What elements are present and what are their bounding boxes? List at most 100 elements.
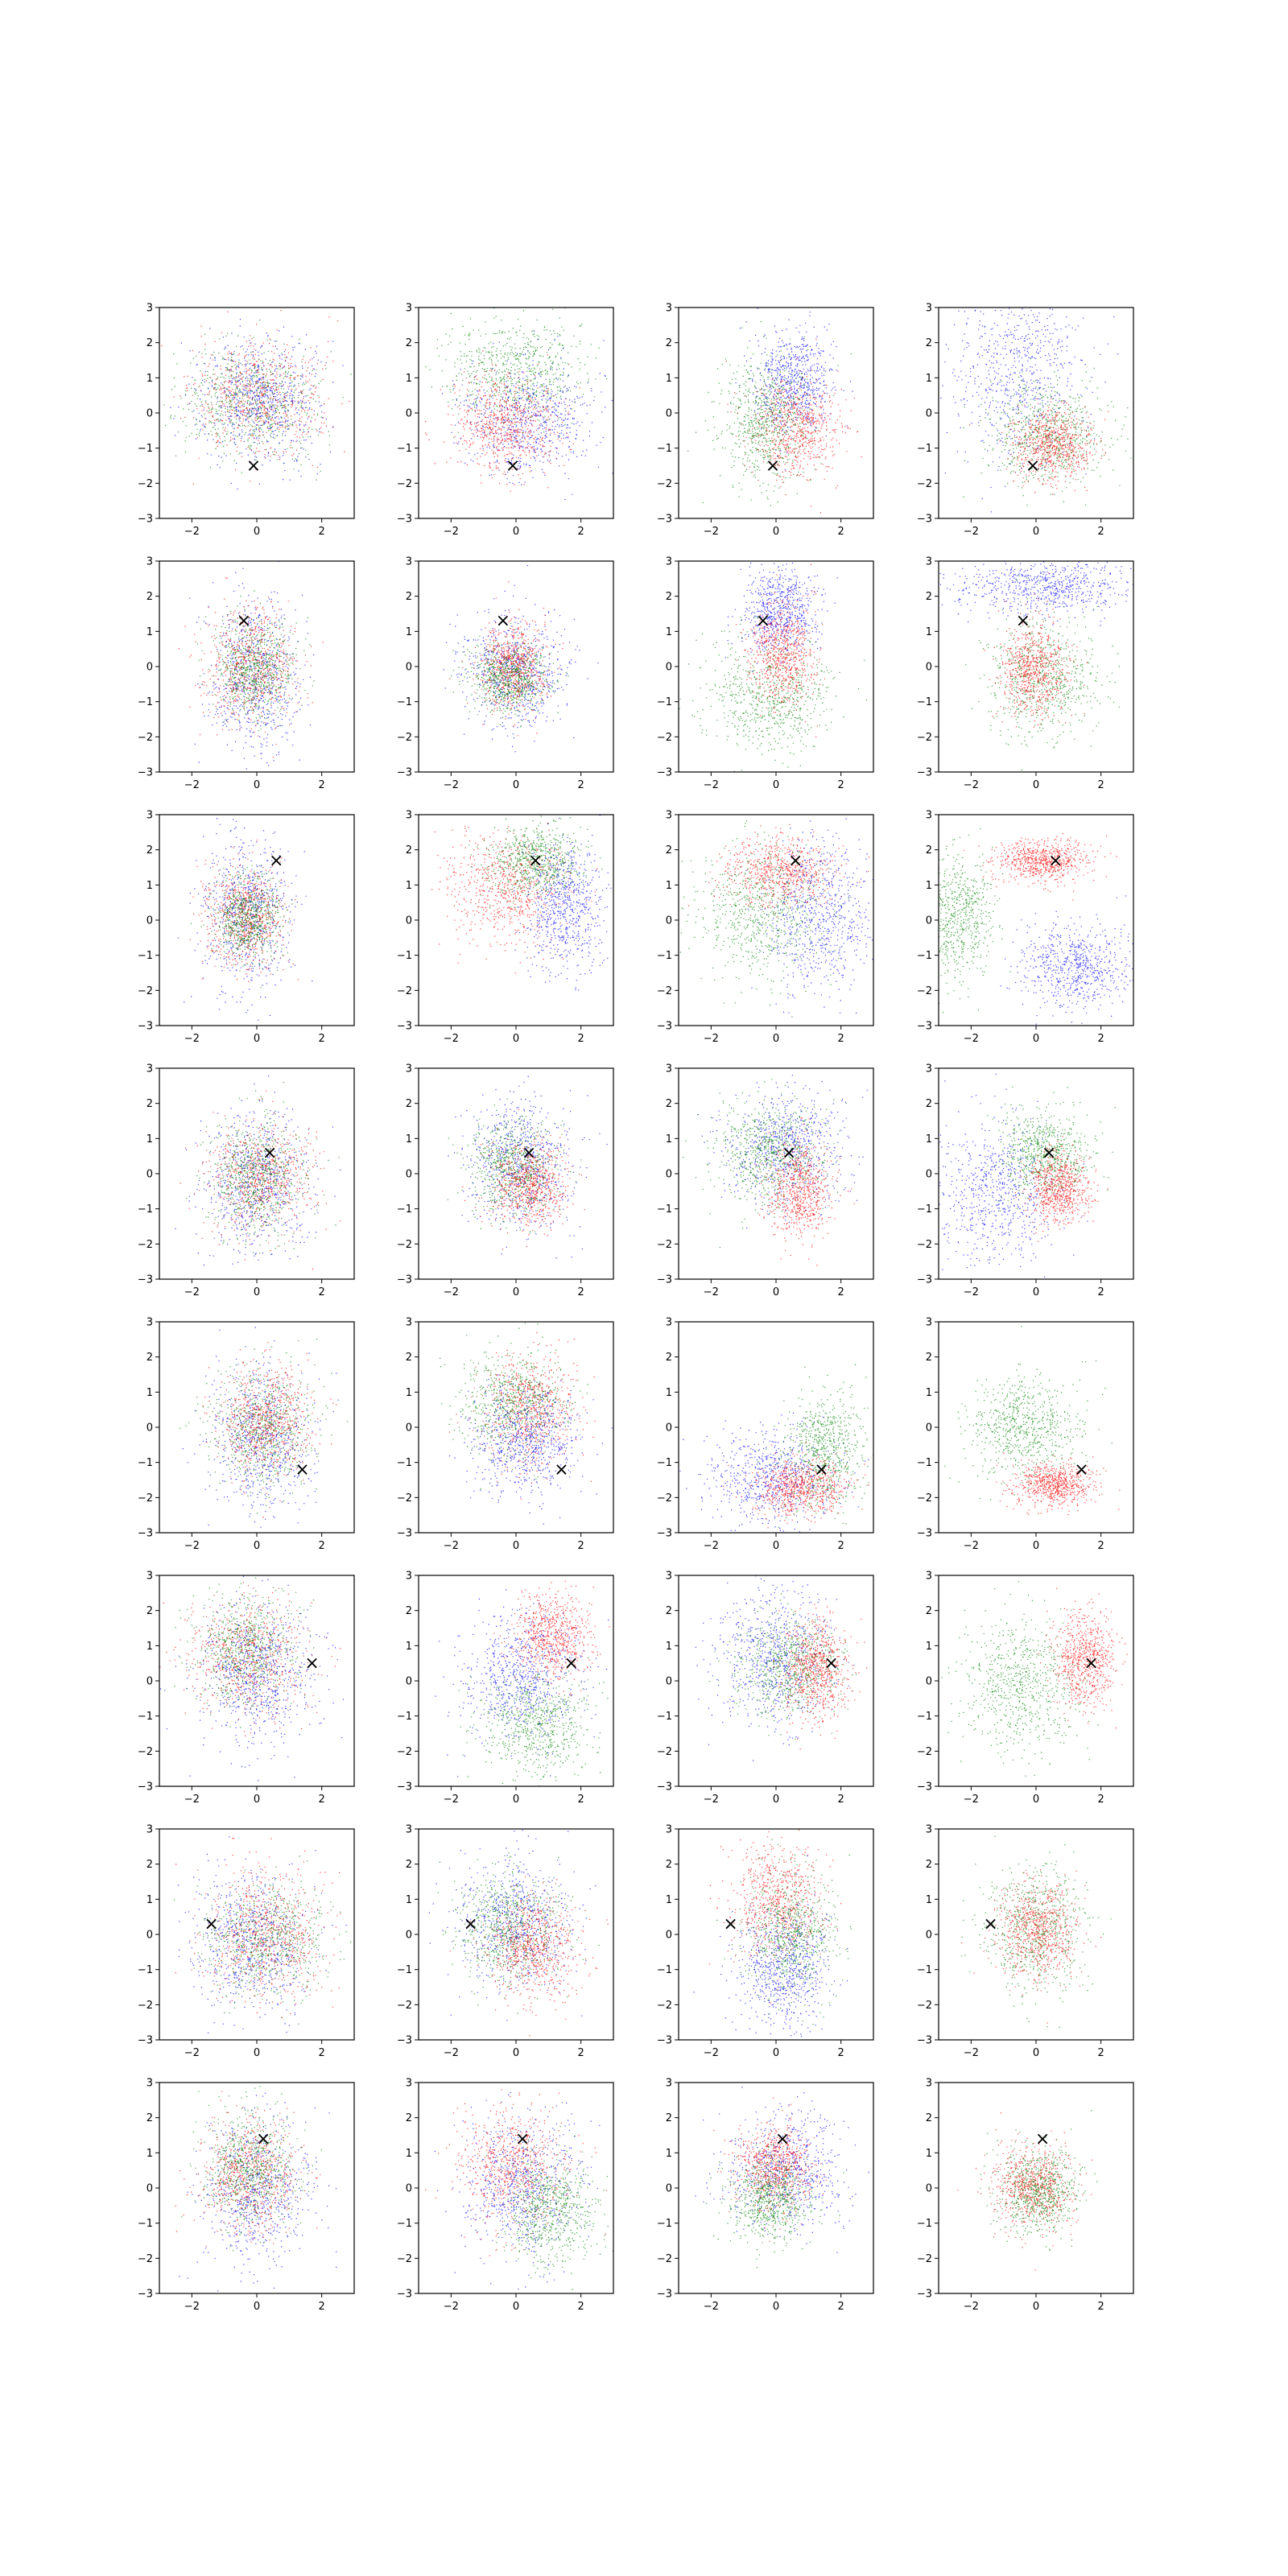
green-cluster-points — [437, 1852, 600, 2014]
blue-cluster-points — [189, 561, 315, 770]
y-tick-label: 2 — [406, 844, 412, 857]
x-tick-label: −2 — [444, 1286, 459, 1298]
y-tick-label: −3 — [917, 514, 932, 526]
blue-cluster-points — [693, 1855, 848, 2040]
point-cloud — [940, 308, 1132, 513]
y-tick-label: 1 — [406, 880, 412, 892]
x-marker: × — [496, 611, 510, 631]
y-tick-label: −3 — [917, 1781, 932, 1794]
x-tick-label: 0 — [1033, 2301, 1039, 2313]
y-tick-label: 2 — [926, 844, 932, 857]
subplot-r1-c2: −2 0 2 −3 −2 −1 0 1 2 3 × — [657, 556, 874, 791]
point-cloud — [159, 1575, 345, 1781]
y-tick-label: 0 — [147, 2183, 153, 2195]
y-tick-label: −1 — [397, 950, 412, 962]
blue-cluster-points — [735, 308, 853, 471]
y-tick-label: 2 — [147, 591, 153, 603]
x-marker: × — [262, 1143, 277, 1163]
y-tick-label: 2 — [666, 1605, 672, 1617]
x-tick-label: −2 — [184, 2301, 200, 2313]
point-cloud — [180, 1327, 348, 1528]
blue-cluster-points — [697, 1075, 868, 1229]
red-cluster-points — [961, 1869, 1102, 2024]
y-tick-label: −1 — [397, 1457, 412, 1469]
point-cloud — [944, 1326, 1121, 1516]
x-marker: × — [304, 1653, 319, 1674]
x-marker: × — [775, 2129, 790, 2149]
y-tick-label: 2 — [406, 1352, 412, 1364]
x-tick-label: 0 — [1033, 1286, 1039, 1298]
red-cluster-points — [996, 1452, 1121, 1516]
y-tick-label: −2 — [657, 1746, 672, 1758]
x-tick-label: 2 — [1098, 1033, 1104, 1045]
y-tick-label: −1 — [657, 1457, 672, 1469]
y-tick-label: 2 — [666, 1352, 672, 1364]
x-marker: × — [1074, 1459, 1088, 1480]
x-tick-label: 0 — [1033, 1033, 1039, 1045]
x-marker: × — [506, 456, 520, 477]
y-tick-label: −2 — [138, 478, 153, 490]
axes-frame — [938, 307, 1134, 519]
x-tick-label: 2 — [1098, 526, 1104, 538]
y-tick-label: −3 — [917, 1021, 932, 1033]
subplot-r5-c2: −2 0 2 −3 −2 −1 0 1 2 3 × — [657, 1571, 874, 1806]
x-tick-label: 2 — [838, 1286, 844, 1298]
axes-frame — [418, 1828, 614, 2041]
x-tick-label: 2 — [1098, 1286, 1104, 1298]
y-tick-label: 2 — [147, 844, 153, 857]
subplot-r2-c1: −2 0 2 −3 −2 −1 0 1 2 3 × — [397, 810, 614, 1045]
point-cloud — [941, 1581, 1128, 1777]
y-tick-label: −1 — [917, 2218, 932, 2230]
y-tick-label: 1 — [666, 626, 672, 638]
x-tick-label: −2 — [704, 779, 719, 791]
y-tick-label: 1 — [666, 2148, 672, 2160]
y-tick-label: −2 — [657, 1492, 672, 1505]
y-tick-label: 2 — [666, 337, 672, 349]
x-tick-label: 0 — [513, 2047, 519, 2059]
x-marker: × — [1084, 1653, 1098, 1674]
subplot-r3-c2: −2 0 2 −3 −2 −1 0 1 2 3 × — [657, 1063, 874, 1298]
y-tick-label: 3 — [926, 2078, 932, 2090]
y-tick-label: −2 — [917, 478, 932, 490]
point-cloud — [177, 818, 313, 1021]
green-cluster-points — [186, 1082, 340, 1254]
x-tick-label: −2 — [704, 1286, 719, 1298]
x-marker: × — [1016, 611, 1030, 631]
axes-frame — [678, 1828, 874, 2041]
y-tick-label: 3 — [406, 1824, 412, 1836]
y-tick-label: 3 — [147, 303, 153, 315]
subplot-r2-c3: −2 0 2 −3 −2 −1 0 1 2 3 × — [917, 810, 1134, 1045]
y-tick-label: −1 — [917, 1964, 932, 1976]
y-tick-label: −3 — [917, 2035, 932, 2047]
y-tick-label: −3 — [917, 2289, 932, 2301]
x-marker: × — [295, 1459, 309, 1480]
y-tick-label: 1 — [406, 1133, 412, 1146]
subplot-r4-c3: −2 0 2 −3 −2 −1 0 1 2 3 × — [917, 1317, 1134, 1552]
point-cloud — [178, 561, 324, 770]
x-tick-label: 0 — [513, 526, 519, 538]
x-tick-label: 2 — [578, 1286, 584, 1298]
blue-cluster-points — [940, 308, 1119, 513]
y-tick-label: 3 — [147, 810, 153, 822]
y-tick-label: −2 — [917, 1239, 932, 1251]
y-tick-label: −1 — [917, 443, 932, 455]
y-tick-label: 1 — [406, 1641, 412, 1653]
y-tick-label: −2 — [917, 985, 932, 997]
x-tick-label: 0 — [773, 2047, 779, 2059]
y-tick-label: 1 — [406, 1387, 412, 1399]
x-tick-label: 2 — [319, 526, 325, 538]
x-marker: × — [204, 1914, 218, 1934]
y-tick-label: 3 — [926, 1824, 932, 1836]
y-tick-label: −1 — [657, 2218, 672, 2230]
y-tick-label: 1 — [666, 1894, 672, 1906]
point-cloud — [679, 818, 873, 1018]
y-tick-label: 3 — [926, 810, 932, 822]
axes-frame — [938, 1575, 1134, 1787]
y-tick-label: 0 — [926, 1169, 932, 1181]
y-tick-label: −1 — [657, 950, 672, 962]
y-tick-label: 2 — [926, 591, 932, 603]
subplot-r5-c1: −2 0 2 −3 −2 −1 0 1 2 3 × — [397, 1571, 614, 1806]
y-tick-label: −2 — [657, 2000, 672, 2012]
y-tick-label: 2 — [926, 2112, 932, 2124]
